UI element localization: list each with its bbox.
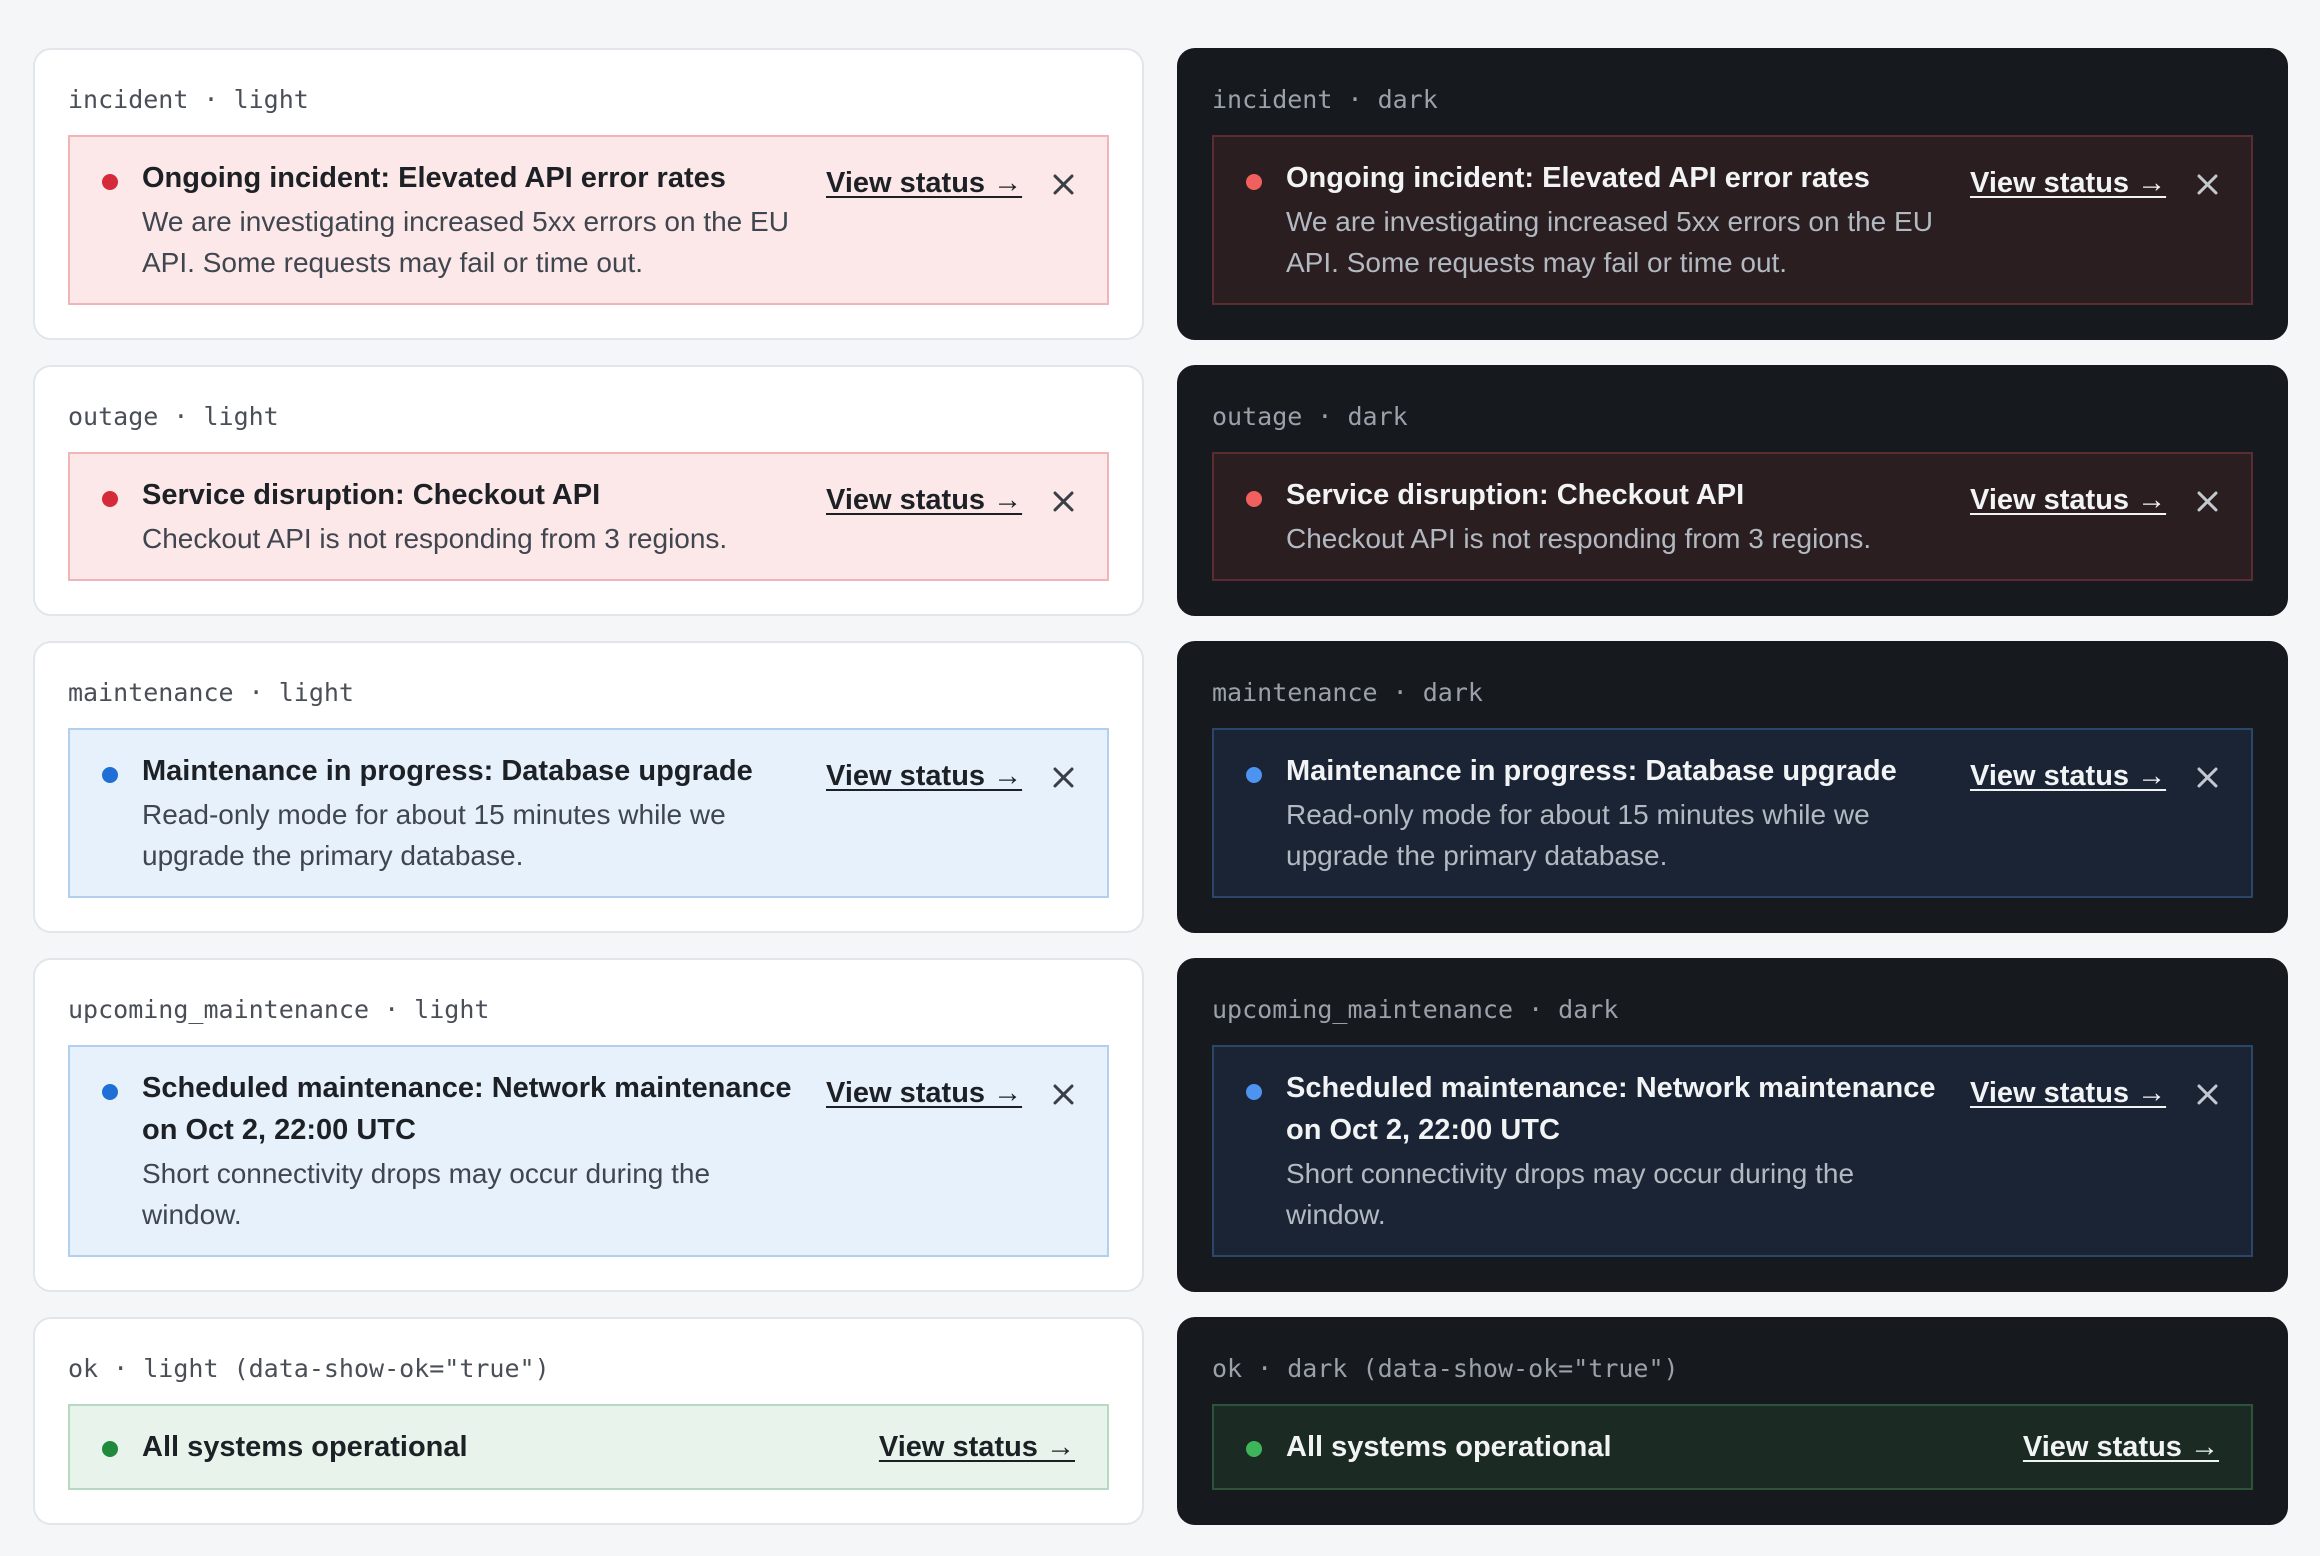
close-icon[interactable] [1052, 1083, 1074, 1105]
banner-title: Service disruption: Checkout API [1286, 479, 1745, 511]
banner-description: Short connectivity drops may occur durin… [142, 1158, 711, 1230]
banner-title: Ongoing incident: Elevated API error rat… [142, 162, 726, 194]
banner-title: Ongoing incident: Elevated API error rat… [1286, 162, 1870, 194]
status-banner-outage: Service disruption: Checkout API Checkou… [1212, 452, 2253, 581]
view-status-link[interactable]: View status → [2022, 1431, 2219, 1463]
status-dot-icon [1246, 1084, 1262, 1100]
status-dot-icon [102, 491, 118, 507]
card-caption: ok · light (data-show-ok="true") [68, 1354, 550, 1383]
status-dot-icon [1246, 174, 1262, 190]
card-caption: incident · light [68, 85, 309, 114]
status-dot-icon [102, 174, 118, 190]
card-caption: outage · light [68, 402, 279, 431]
view-status-link[interactable]: View status → [826, 484, 1023, 516]
status-banner-upcoming-maintenance: Scheduled maintenance: Network maintenan… [1212, 1045, 2253, 1257]
card-incident-light: incident · light Ongoing incident: Eleva… [33, 48, 1144, 340]
banner-description: Read-only mode for about 15 minutes whil… [142, 799, 726, 871]
card-maintenance-light: maintenance · light Maintenance in progr… [33, 641, 1144, 933]
card-upcoming-maintenance-dark: upcoming_maintenance · dark Scheduled ma… [1177, 958, 2288, 1292]
close-icon[interactable] [1052, 173, 1074, 195]
status-banner-incident: Ongoing incident: Elevated API error rat… [1212, 135, 2253, 305]
card-ok-light: ok · light (data-show-ok="true") All sys… [33, 1317, 1144, 1525]
status-dot-icon [1246, 767, 1262, 783]
status-banner-outage: Service disruption: Checkout API Checkou… [68, 452, 1109, 581]
card-outage-dark: outage · dark Service disruption: Checko… [1177, 365, 2288, 616]
close-icon[interactable] [1052, 766, 1074, 788]
banner-description: Checkout API is not responding from 3 re… [142, 523, 728, 554]
card-outage-light: outage · light Service disruption: Check… [33, 365, 1144, 616]
banner-description: Read-only mode for about 15 minutes whil… [1286, 799, 1870, 871]
view-status-link[interactable]: View status → [878, 1431, 1075, 1463]
banner-description: Checkout API is not responding from 3 re… [1286, 523, 1872, 554]
banner-description: Short connectivity drops may occur durin… [1286, 1158, 1855, 1230]
status-dot-icon [102, 767, 118, 783]
card-caption: upcoming_maintenance · light [68, 995, 490, 1024]
banner-description: We are investigating increased 5xx error… [1286, 206, 1933, 278]
status-dot-icon [1246, 491, 1262, 507]
banner-title: All systems operational [142, 1431, 468, 1463]
card-caption: maintenance · light [68, 678, 354, 707]
status-banner-upcoming-maintenance: Scheduled maintenance: Network maintenan… [68, 1045, 1109, 1257]
card-incident-dark: incident · dark Ongoing incident: Elevat… [1177, 48, 2288, 340]
view-status-link[interactable]: View status → [826, 167, 1023, 199]
card-upcoming-maintenance-light: upcoming_maintenance · light Scheduled m… [33, 958, 1144, 1292]
banner-title: Maintenance in progress: Database upgrad… [1286, 755, 1897, 787]
close-icon[interactable] [2196, 766, 2218, 788]
status-dot-icon [1246, 1441, 1262, 1457]
status-banner-ok: All systems operational View status → [1212, 1404, 2253, 1490]
status-banner-incident: Ongoing incident: Elevated API error rat… [68, 135, 1109, 305]
banner-gallery: incident · light Ongoing incident: Eleva… [33, 48, 2288, 1525]
status-banner-maintenance: Maintenance in progress: Database upgrad… [1212, 728, 2253, 898]
card-caption: upcoming_maintenance · dark [1212, 995, 1619, 1024]
banner-title: Service disruption: Checkout API [142, 479, 601, 511]
view-status-link[interactable]: View status → [826, 760, 1023, 792]
card-maintenance-dark: maintenance · dark Maintenance in progre… [1177, 641, 2288, 933]
status-banner-ok: All systems operational View status → [68, 1404, 1109, 1490]
view-status-link[interactable]: View status → [1970, 760, 2167, 792]
view-status-link[interactable]: View status → [1970, 484, 2167, 516]
banner-title: Maintenance in progress: Database upgrad… [142, 755, 753, 787]
status-dot-icon [102, 1084, 118, 1100]
card-caption: ok · dark (data-show-ok="true") [1212, 1354, 1679, 1383]
banner-title: All systems operational [1286, 1431, 1612, 1463]
status-dot-icon [102, 1441, 118, 1457]
status-banner-maintenance: Maintenance in progress: Database upgrad… [68, 728, 1109, 898]
view-status-link[interactable]: View status → [826, 1077, 1023, 1109]
close-icon[interactable] [2196, 490, 2218, 512]
close-icon[interactable] [2196, 173, 2218, 195]
card-caption: outage · dark [1212, 402, 1408, 431]
banner-title: Scheduled maintenance: Network maintenan… [142, 1072, 792, 1146]
card-ok-dark: ok · dark (data-show-ok="true") All syst… [1177, 1317, 2288, 1525]
banner-title: Scheduled maintenance: Network maintenan… [1286, 1072, 1936, 1146]
view-status-link[interactable]: View status → [1970, 167, 2167, 199]
close-icon[interactable] [2196, 1083, 2218, 1105]
banner-description: We are investigating increased 5xx error… [142, 206, 789, 278]
card-caption: maintenance · dark [1212, 678, 1483, 707]
view-status-link[interactable]: View status → [1970, 1077, 2167, 1109]
card-caption: incident · dark [1212, 85, 1438, 114]
close-icon[interactable] [1052, 490, 1074, 512]
